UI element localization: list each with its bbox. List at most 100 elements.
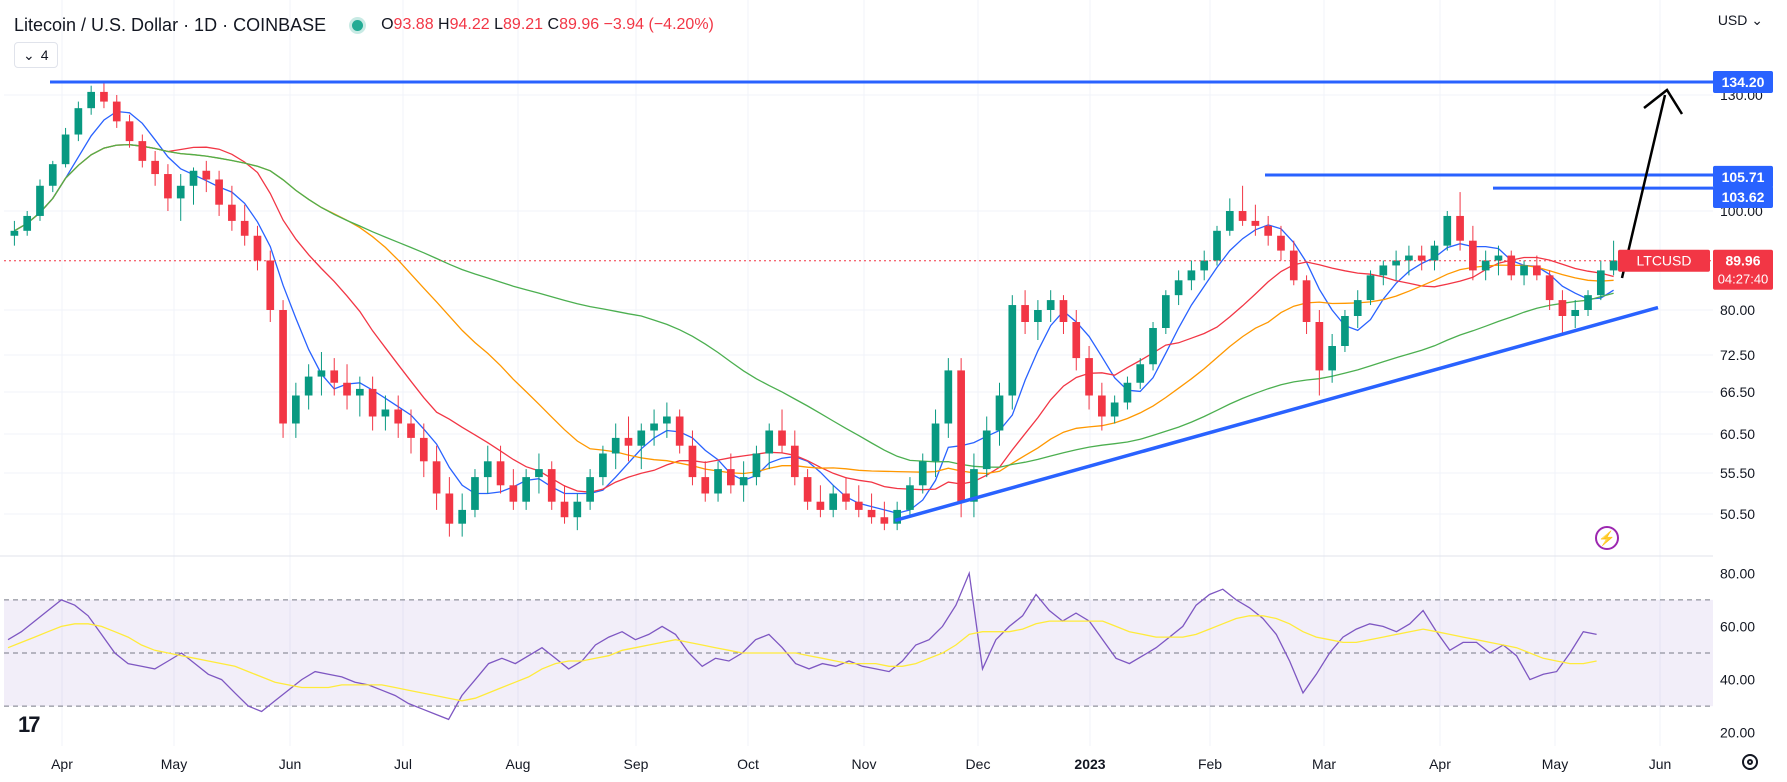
lightning-icon[interactable]: ⚡	[1595, 526, 1619, 550]
candle-body	[867, 509, 876, 518]
candle	[752, 445, 761, 486]
candle	[1417, 245, 1426, 271]
candle-body	[471, 477, 479, 510]
candle	[1021, 290, 1029, 334]
candle-body	[1021, 305, 1029, 322]
candle-body	[547, 469, 556, 502]
candle-body	[1596, 270, 1605, 296]
candle-body	[1174, 280, 1183, 296]
candle-body	[1405, 255, 1413, 261]
candle-body	[816, 501, 825, 510]
candle-body	[573, 501, 582, 518]
candle	[1200, 250, 1209, 281]
candle	[74, 101, 83, 142]
candle	[36, 179, 44, 221]
candle	[61, 127, 70, 168]
candle-body	[458, 509, 467, 524]
candle	[714, 461, 722, 502]
candle-body	[419, 437, 428, 462]
candle	[138, 134, 147, 168]
candle	[317, 352, 326, 396]
candle-body	[74, 108, 83, 135]
candle-body	[266, 260, 275, 310]
time-axis-label: May	[161, 756, 187, 772]
price-tick-label: 80.00	[1720, 302, 1755, 318]
gear-icon[interactable]	[1742, 754, 1758, 770]
candle	[1443, 211, 1452, 251]
candle	[1533, 255, 1541, 281]
candle-body	[176, 185, 185, 199]
candle	[560, 485, 569, 524]
candle	[496, 445, 505, 494]
candle-body	[61, 134, 70, 165]
candle	[1366, 270, 1375, 306]
candle-body	[1469, 240, 1477, 271]
candle-body	[688, 445, 697, 478]
moving-averages	[14, 110, 1614, 514]
candle	[1456, 192, 1464, 251]
candle	[1238, 185, 1247, 226]
candle	[1520, 260, 1528, 286]
candle-body	[496, 461, 505, 486]
candle	[1110, 395, 1119, 424]
level-label-103-box	[1713, 186, 1773, 209]
sma-100-line	[14, 144, 1614, 475]
candle	[739, 461, 748, 502]
candle-body	[880, 517, 889, 524]
currency-selector[interactable]: USD ⌄	[1717, 12, 1763, 28]
candle	[624, 416, 633, 462]
candle	[112, 95, 121, 128]
candle	[1353, 290, 1362, 328]
candle-body	[1315, 322, 1324, 371]
candle	[151, 150, 159, 186]
candle-body	[675, 416, 684, 446]
candle	[701, 461, 710, 502]
change-value: −3.94 (−4.20%)	[603, 16, 714, 33]
candle-body	[10, 230, 19, 236]
candle-body	[304, 376, 313, 396]
candle	[727, 453, 735, 494]
candle-body	[970, 469, 978, 502]
candle-body	[189, 170, 198, 186]
candle-body	[1328, 346, 1336, 371]
candle-body	[714, 469, 722, 494]
candle-body	[202, 170, 211, 180]
time-axis-label: Oct	[737, 756, 759, 772]
rsi-tick-label: 60.00	[1720, 618, 1755, 634]
candle	[48, 160, 57, 193]
candle	[650, 409, 658, 446]
sma-50-line	[14, 144, 1614, 493]
candle-body	[292, 395, 300, 424]
candle	[202, 160, 211, 193]
low-value: 89.21	[503, 16, 544, 33]
candle	[970, 453, 978, 518]
candle-body	[586, 477, 594, 502]
arrow-head	[1643, 88, 1684, 115]
candle	[1008, 295, 1017, 410]
candle	[573, 493, 582, 531]
candle-body	[944, 370, 953, 424]
candle-body	[36, 185, 44, 216]
candle-body	[279, 310, 287, 424]
candle	[931, 409, 940, 478]
candle-body	[752, 453, 761, 478]
indicators-toggle[interactable]: ⌄ 4	[14, 42, 58, 68]
candle	[1289, 240, 1298, 286]
time-axis-label: Jun	[1649, 756, 1672, 772]
tradingview-logo-icon[interactable]: 17	[18, 712, 41, 737]
candle-body	[1059, 300, 1068, 322]
candle-body	[1213, 230, 1221, 261]
candle-body	[1520, 265, 1528, 276]
candle-body	[1558, 300, 1567, 316]
candle-body	[1430, 245, 1439, 261]
time-axis-label: 2023	[1074, 756, 1105, 772]
candle-body	[637, 430, 646, 446]
candle-body	[1046, 300, 1055, 310]
candle	[1046, 290, 1055, 322]
candle	[1085, 346, 1093, 410]
candle-body	[1507, 255, 1516, 276]
symbol-title[interactable]: Litecoin / U.S. Dollar · 1D · COINBASE	[14, 14, 327, 35]
candle	[87, 85, 95, 115]
candle-body	[1200, 260, 1209, 271]
